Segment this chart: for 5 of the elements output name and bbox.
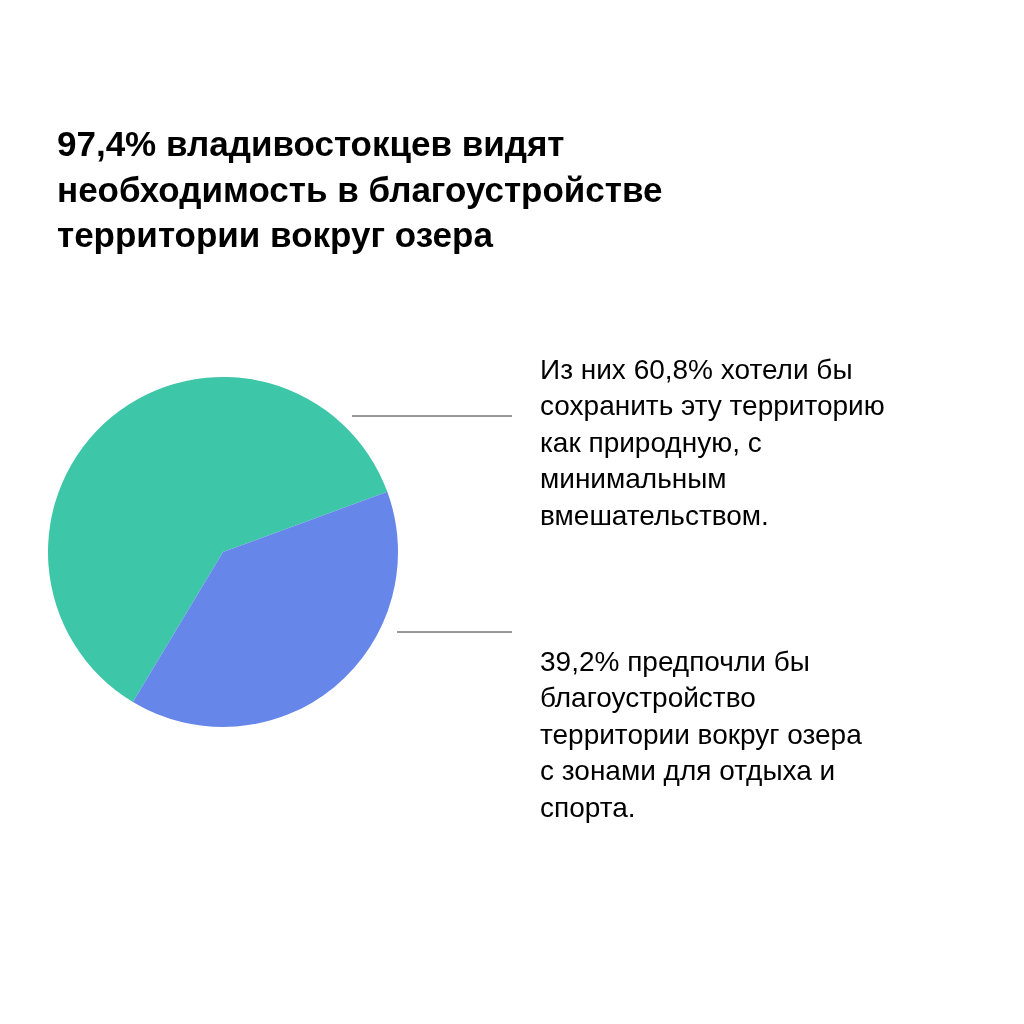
pie-slice [132,491,398,727]
slice-label: 39,2% предпочли бы благоустройство территории вокруг озера с зонами для отдыха и спорта. [540,646,863,823]
chart-title: 97,4% владивостокцев видят необходимость в благоустройстве территории вокруг озера [57,124,663,254]
slice-label: Из них 60,8% хотели бы сохранить эту территорию как природную, с минимальным вмешательством. [540,354,885,531]
pie-slice [48,377,388,702]
